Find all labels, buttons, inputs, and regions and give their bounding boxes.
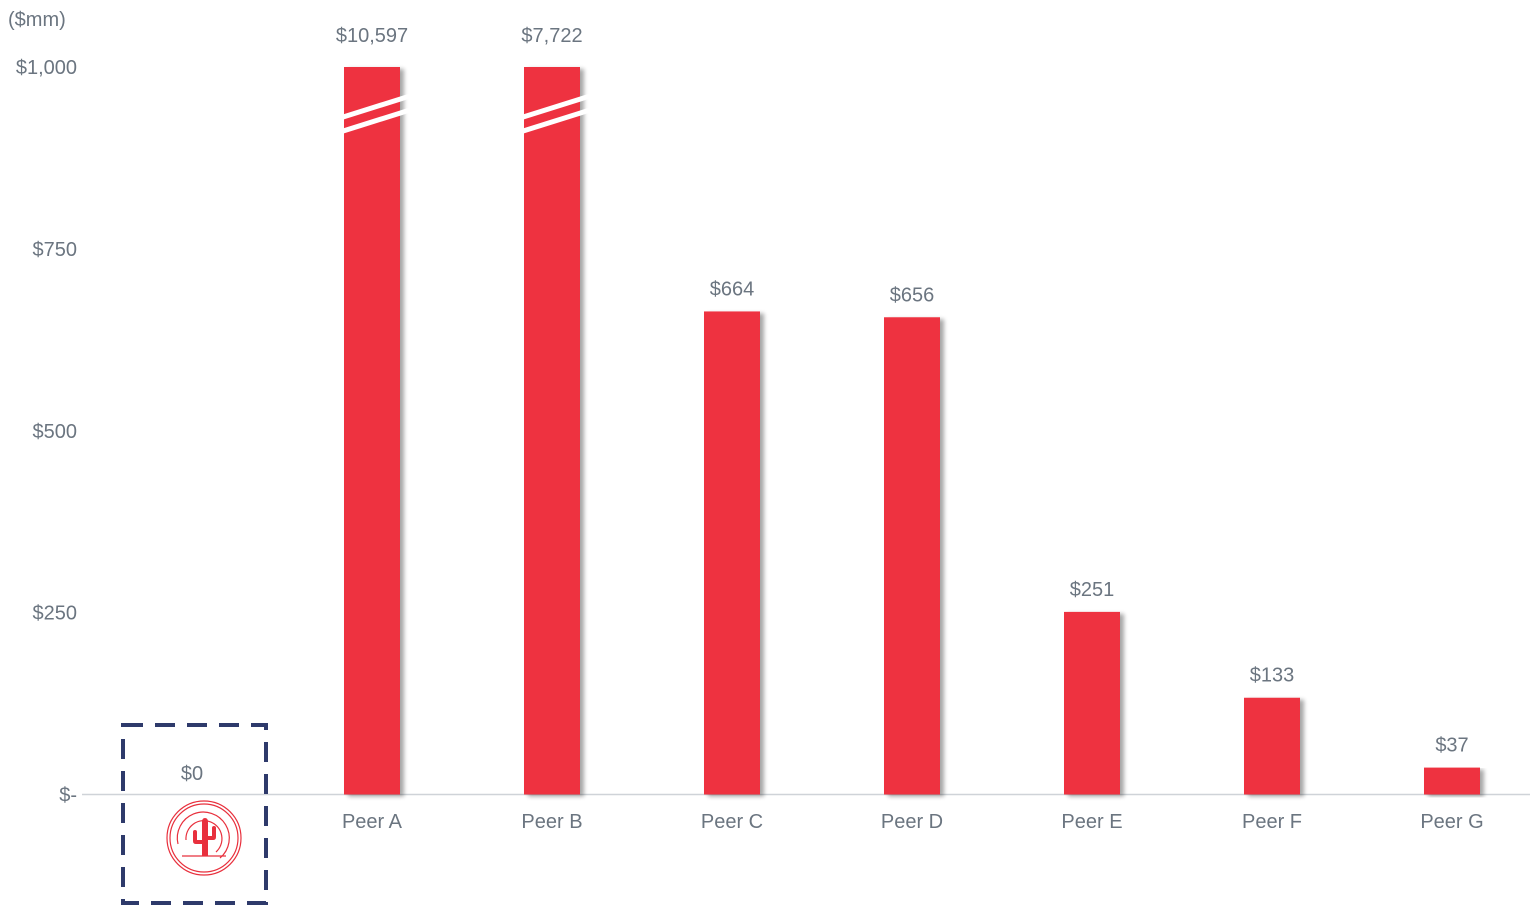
y-tick-label: $500 <box>33 421 78 443</box>
data-label: $10,597 <box>336 25 408 47</box>
category-label: Peer B <box>521 811 582 833</box>
bar <box>884 317 940 795</box>
data-label: $656 <box>890 284 935 306</box>
y-tick-label: $250 <box>33 603 78 625</box>
category-label: Peer A <box>342 811 403 833</box>
y-tick-label: $1,000 <box>16 57 77 79</box>
bar <box>1424 767 1480 795</box>
data-label: $664 <box>710 278 755 300</box>
category-label: Peer D <box>881 811 943 833</box>
axis-break-mark <box>519 107 591 135</box>
bars-group: $0 $10,597 Peer A $7,722 Peer B $664 Peer C $65… <box>181 25 1484 833</box>
highlight-box <box>121 723 268 905</box>
axis-break-mark <box>339 93 411 121</box>
data-label: $133 <box>1250 665 1295 687</box>
y-tick-label: $- <box>59 785 77 807</box>
bar <box>1244 697 1300 795</box>
data-label: $0 <box>181 763 203 785</box>
bar <box>1064 611 1120 795</box>
category-label: Peer E <box>1061 811 1122 833</box>
y-axis-ticks: $- $250 $500 $750 $1,000 <box>16 57 77 807</box>
bar <box>344 67 400 795</box>
axis-break-mark <box>339 107 411 135</box>
bar <box>524 67 580 795</box>
data-label: $37 <box>1435 735 1468 757</box>
unit-label: ($mm) <box>8 9 66 31</box>
y-tick-label: $750 <box>33 239 78 261</box>
category-label: Peer C <box>701 811 763 833</box>
data-label: $7,722 <box>521 25 582 47</box>
cactus-logo-icon <box>166 800 242 876</box>
axis-break-mark <box>519 93 591 121</box>
bar <box>704 311 760 795</box>
category-label: Peer G <box>1420 811 1483 833</box>
category-label: Peer F <box>1242 811 1302 833</box>
data-label: $251 <box>1070 579 1115 601</box>
highlight-dashed-box <box>121 723 268 905</box>
